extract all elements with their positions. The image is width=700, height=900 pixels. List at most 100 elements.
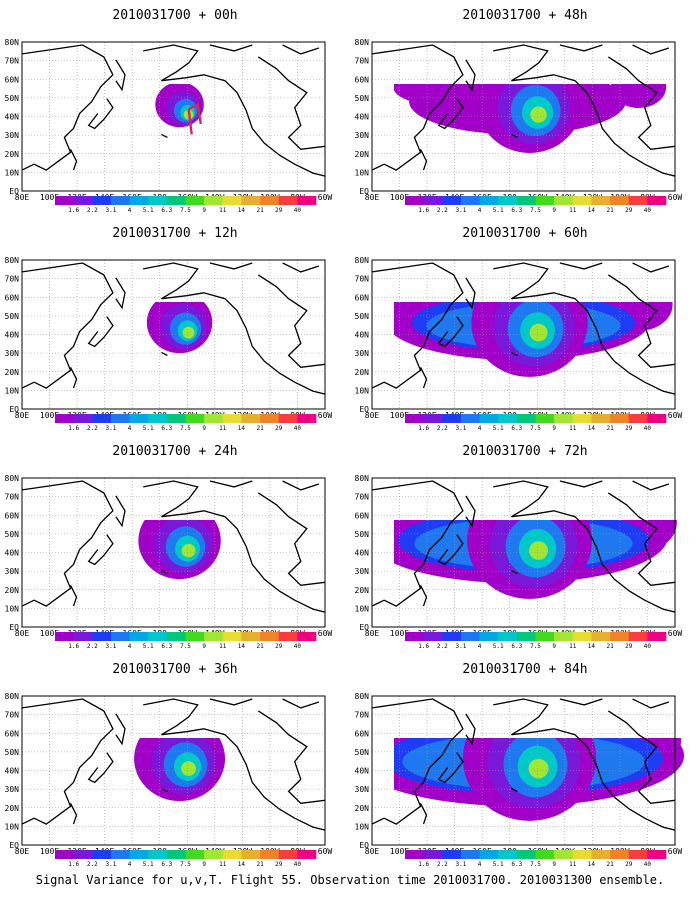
variance-core-11 bbox=[529, 541, 549, 560]
coastline bbox=[87, 752, 114, 784]
colorbar-label: 21 bbox=[256, 643, 264, 650]
colorbar-label: 7.5 bbox=[180, 643, 191, 650]
coastline bbox=[115, 713, 126, 746]
coastline bbox=[419, 585, 428, 607]
coastline bbox=[257, 274, 325, 368]
colorbar-label: 4 bbox=[128, 425, 132, 432]
colorbar-label: 29 bbox=[625, 207, 633, 214]
coastline bbox=[161, 569, 168, 574]
colorbar-swatch bbox=[278, 196, 298, 205]
colorbar-label: 4 bbox=[478, 643, 482, 650]
colorbar-swatch bbox=[204, 196, 224, 205]
colorbar-swatch bbox=[55, 632, 74, 641]
colorbar-label: 6.3 bbox=[511, 861, 522, 868]
colorbar-swatch bbox=[423, 414, 443, 423]
colorbar-label: 9 bbox=[202, 643, 206, 650]
colorbar-swatch bbox=[204, 414, 224, 423]
colorbar-swatch bbox=[442, 850, 462, 859]
lat-tick-label: 20N bbox=[355, 804, 370, 813]
coastline bbox=[209, 480, 253, 488]
lat-tick-label: 50N bbox=[5, 312, 20, 321]
lat-tick-label: 80N bbox=[5, 38, 20, 47]
lat-tick-label: 40N bbox=[5, 113, 20, 122]
lat-tick-label: 30N bbox=[355, 567, 370, 576]
colorbar-label: 5.1 bbox=[143, 207, 154, 214]
lon-tick-label: 100E bbox=[390, 411, 409, 420]
colorbar-swatch bbox=[92, 196, 112, 205]
lon-tick-label: 80E bbox=[365, 847, 380, 856]
lat-tick-label: 40N bbox=[5, 549, 20, 558]
panel-title: 2010031700 + 48h bbox=[462, 8, 588, 23]
colorbar-swatch bbox=[554, 196, 574, 205]
coastline bbox=[559, 44, 603, 52]
colorbar-swatch bbox=[222, 196, 242, 205]
panel-title: 2010031700 + 12h bbox=[112, 226, 238, 241]
coastline bbox=[559, 698, 603, 706]
colorbar-swatch bbox=[297, 632, 317, 641]
coastline bbox=[372, 698, 464, 825]
colorbar-label: 14 bbox=[588, 861, 596, 868]
shaded-field bbox=[394, 84, 667, 153]
lon-tick-label: 60W bbox=[318, 411, 333, 420]
colorbar-label: 1.6 bbox=[68, 425, 79, 432]
variance-map: 80N70N60N50N40N30N20N10NEQ80E100E120E140… bbox=[5, 692, 333, 868]
colorbar-label: 4 bbox=[128, 861, 132, 868]
coastline bbox=[559, 480, 603, 488]
colorbar-swatch bbox=[166, 196, 186, 205]
forecast-panel: 2010031700 + 00h 80N 70N 60N 50N 40N 30N 20N 10N… bbox=[0, 0, 350, 214]
colorbar-swatch bbox=[55, 414, 74, 423]
coastline bbox=[419, 367, 428, 389]
lon-tick-label: 60W bbox=[318, 193, 333, 202]
colorbar: 1.6 2.2 3.1 4 5.1 6.3 7.5 9 11 14 21 29 40 bbox=[55, 632, 317, 650]
coastline bbox=[161, 351, 168, 356]
variance-map: 80N70N60N50N40N30N20N10NEQ80E100E120E140… bbox=[355, 256, 683, 432]
lon-tick-label: 80E bbox=[15, 411, 30, 420]
coastline bbox=[511, 787, 518, 792]
coastline bbox=[69, 585, 78, 607]
lat-tick-label: 70N bbox=[5, 275, 20, 284]
map-grid bbox=[372, 478, 675, 627]
coastline bbox=[257, 710, 325, 804]
colorbar-swatch bbox=[610, 850, 630, 859]
coastline bbox=[632, 698, 670, 709]
coastline bbox=[69, 149, 78, 171]
colorbar-swatch bbox=[73, 850, 93, 859]
lat-tick-label: EQ bbox=[359, 841, 369, 850]
colorbar-swatch bbox=[423, 196, 443, 205]
lat-tick-label: 70N bbox=[5, 493, 20, 502]
figure-caption: Signal Variance for u,v,T. Flight 55. Ob… bbox=[35, 873, 665, 887]
colorbar-swatch bbox=[260, 850, 280, 859]
colorbar-swatch bbox=[591, 196, 611, 205]
variance-map: 80N70N60N50N40N30N20N10NEQ80E100E120E140… bbox=[355, 38, 683, 214]
colorbar-swatch bbox=[554, 632, 574, 641]
lat-tick-label: 20N bbox=[355, 586, 370, 595]
lat-tick-label: EQ bbox=[9, 623, 19, 632]
lat-tick-label: 60N bbox=[355, 75, 370, 84]
panel-title: 2010031700 + 36h bbox=[112, 662, 238, 677]
map-frame bbox=[371, 259, 676, 410]
colorbar-label: 11 bbox=[219, 425, 227, 432]
lon-tick-label: 100E bbox=[40, 629, 59, 638]
colorbar-swatch bbox=[516, 414, 536, 423]
colorbar-swatch bbox=[166, 414, 186, 423]
coastline bbox=[257, 492, 325, 586]
map-frame bbox=[371, 477, 676, 628]
panel-title: 2010031700 + 72h bbox=[462, 444, 588, 459]
colorbar-label: 1.6 bbox=[418, 643, 429, 650]
lon-tick-label: 60W bbox=[318, 847, 333, 856]
colorbar-label: 7.5 bbox=[530, 861, 541, 868]
coastline bbox=[419, 149, 428, 171]
colorbar-swatch bbox=[442, 632, 462, 641]
colorbar-swatch bbox=[129, 632, 149, 641]
colorbar-label: 40 bbox=[644, 861, 652, 868]
panel-title: 2010031700 + 60h bbox=[462, 226, 588, 241]
coastline bbox=[632, 44, 670, 55]
colorbar: 1.6 2.2 3.1 4 5.1 6.3 7.5 9 11 14 21 29 40 bbox=[405, 632, 667, 650]
coastline bbox=[143, 262, 325, 395]
lat-tick-label: 60N bbox=[5, 293, 20, 302]
colorbar-swatch bbox=[73, 632, 93, 641]
colorbar-swatch bbox=[73, 196, 93, 205]
lon-tick-label: 80E bbox=[15, 629, 30, 638]
colorbar-label: 6.3 bbox=[161, 861, 172, 868]
lat-tick-label: 30N bbox=[355, 131, 370, 140]
